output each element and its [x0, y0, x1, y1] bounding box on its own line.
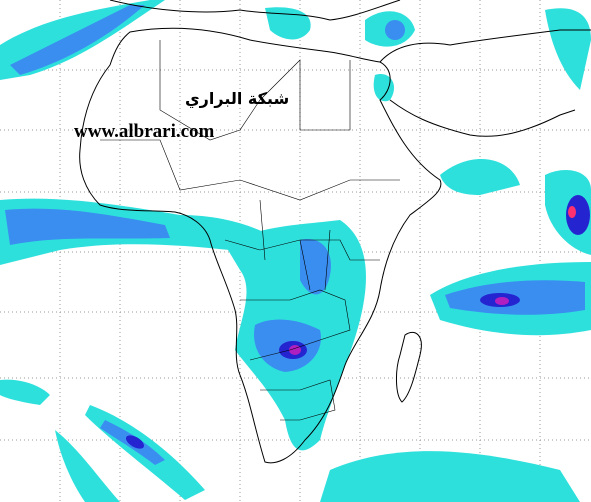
rain-area — [10, 5, 145, 75]
rain-area — [545, 8, 591, 91]
rain-area — [568, 206, 576, 218]
border — [100, 139, 400, 201]
rain-area — [440, 158, 520, 195]
rain-area — [495, 297, 509, 305]
rain-area — [0, 379, 50, 405]
asia-coast — [379, 29, 591, 63]
border — [260, 379, 336, 421]
rain-area — [373, 74, 395, 102]
rain-area — [55, 430, 120, 502]
rain-area — [300, 239, 331, 295]
coastlines — [79, 0, 591, 464]
madagascar-coast — [396, 331, 422, 403]
arabia-coast — [389, 99, 576, 137]
rain-area — [5, 208, 170, 245]
rain-area — [125, 435, 145, 449]
rain-area — [385, 20, 405, 40]
border — [259, 199, 331, 291]
border — [159, 40, 351, 141]
rain-area — [320, 451, 580, 502]
border — [224, 239, 380, 261]
border — [240, 289, 351, 361]
rain-area — [566, 195, 590, 235]
europe-coast — [109, 0, 401, 21]
site-url: www.albrari.com — [74, 121, 215, 142]
site-name: شبكة البراري — [185, 89, 289, 109]
borders — [100, 40, 400, 421]
africa-coast — [79, 27, 442, 464]
